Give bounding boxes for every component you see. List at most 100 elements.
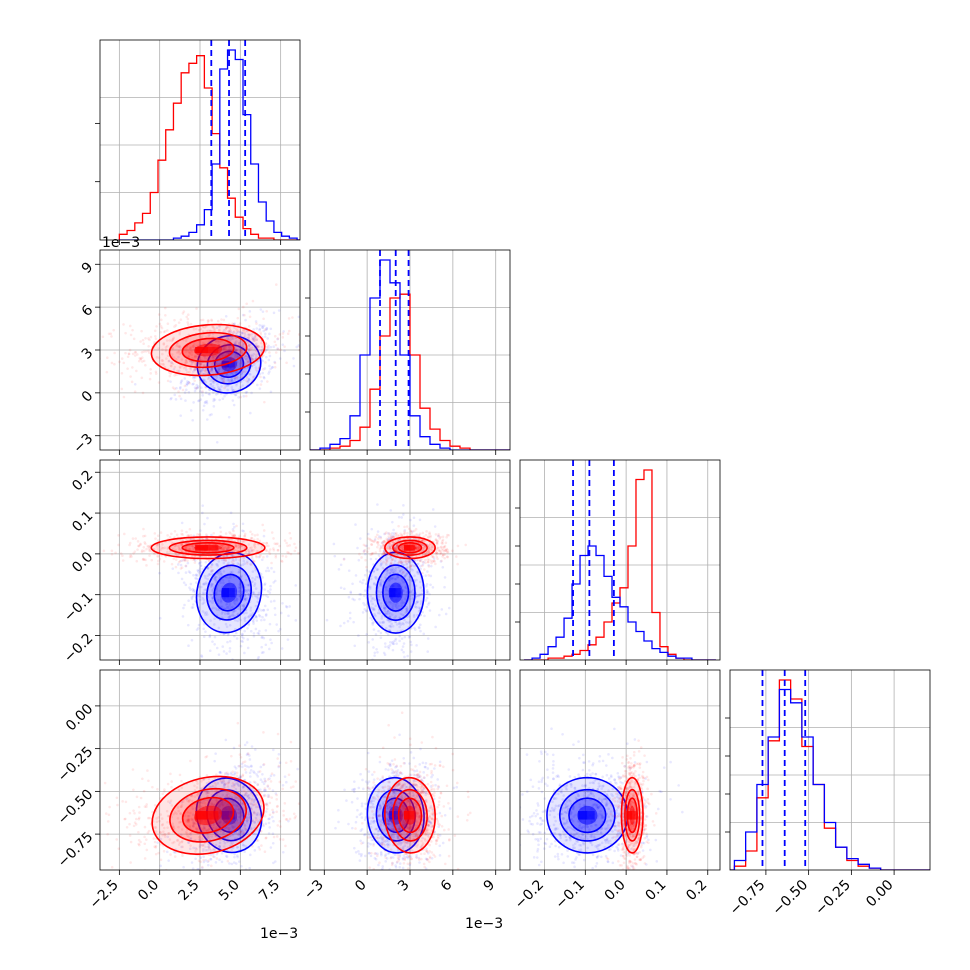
scatter-point (363, 548, 367, 552)
scatter-point (273, 340, 277, 344)
y-tick-label: −0.1 (61, 590, 96, 625)
histogram-red (310, 293, 510, 450)
scatter-point (390, 622, 393, 626)
scatter-point (239, 349, 243, 352)
scatter-point (265, 555, 269, 558)
scatter-point (210, 569, 214, 573)
scatter-point (182, 606, 185, 610)
scatter-point (174, 324, 178, 327)
scatter-point (193, 386, 197, 389)
scatter-point (273, 365, 277, 369)
scatter-point (244, 354, 248, 358)
scatter-point (140, 351, 144, 354)
scatter-point (226, 351, 229, 355)
scatter-point (224, 375, 228, 379)
scatter-point (432, 559, 436, 563)
scatter-point (184, 368, 188, 372)
scatter-point (221, 397, 225, 400)
scatter-point (426, 560, 430, 564)
scatter-point (244, 362, 247, 366)
scatter-point (184, 348, 187, 352)
scatter-point (211, 391, 215, 394)
scatter-point (400, 534, 404, 537)
scatter-point (240, 372, 243, 375)
scatter-point (415, 594, 419, 598)
scatter-point (171, 338, 175, 342)
scatter-point (352, 620, 355, 624)
scatter-point (195, 307, 198, 310)
scatter-point (123, 879, 126, 882)
scatter-point (215, 441, 219, 444)
scatter-point (148, 377, 152, 381)
scatter-point (268, 351, 271, 354)
scatter-point (198, 334, 202, 338)
scatter-point (201, 318, 205, 322)
scatter-point (252, 328, 256, 331)
scatter-point (246, 341, 250, 344)
scatter-point (167, 359, 171, 363)
scatter-point (369, 557, 373, 561)
scatter-point (247, 615, 251, 618)
panel-2-2 (515, 459, 721, 665)
scatter-point (267, 569, 271, 573)
scatter-point (160, 326, 164, 330)
scatter-point (433, 560, 436, 563)
scatter-point (187, 547, 191, 551)
scatter-point (79, 545, 82, 548)
scatter-point (117, 533, 120, 537)
scatter-point (431, 555, 435, 558)
scatter-point (170, 339, 174, 343)
scatter-point (239, 395, 242, 399)
scatter-point (371, 602, 374, 606)
scatter-point (255, 349, 258, 353)
scatter-point (185, 315, 189, 319)
scatter-point (206, 567, 210, 570)
scatter-point (241, 370, 244, 374)
scatter-point (179, 397, 183, 401)
scatter-point (221, 366, 225, 370)
scatter-point (414, 602, 417, 606)
scatter-point (236, 619, 239, 623)
scatter-point (397, 524, 400, 528)
scatter-point (191, 875, 194, 878)
scatter-point (221, 610, 224, 614)
scatter-point (409, 518, 412, 522)
scatter-point (269, 600, 273, 603)
scatter-point (215, 376, 219, 379)
scatter-point (165, 339, 169, 342)
scatter-point (403, 555, 407, 559)
scatter-point (153, 329, 157, 333)
scatter-point (203, 611, 207, 615)
scatter-point (252, 560, 255, 563)
scatter-point (156, 554, 159, 558)
scatter-point (164, 349, 168, 353)
scatter-point (437, 548, 441, 552)
scatter-point (178, 352, 182, 356)
scatter-point (224, 326, 228, 330)
scatter-point (387, 532, 390, 535)
scatter-point (372, 569, 376, 573)
scatter-point (222, 347, 226, 350)
scatter-point (260, 636, 264, 639)
scatter-point (239, 593, 243, 596)
scatter-point (184, 564, 188, 568)
scatter-point (158, 571, 161, 575)
scatter-point (226, 388, 229, 392)
scatter-point (399, 623, 403, 626)
scatter-point (233, 599, 236, 603)
scatter-point (155, 545, 159, 548)
scatter-point (199, 529, 202, 532)
scatter-point (383, 552, 387, 555)
scatter-point (383, 552, 387, 555)
scatter-point (250, 358, 254, 361)
scatter-point (421, 560, 425, 564)
scatter-point (409, 594, 412, 598)
scatter-point (425, 552, 428, 556)
scatter-point (394, 532, 398, 536)
scatter-point (402, 642, 406, 645)
scatter-point (369, 553, 372, 556)
scatter-point (436, 546, 439, 549)
density-peak (410, 544, 415, 551)
scatter-point (376, 540, 380, 544)
scatter-point (201, 567, 204, 571)
